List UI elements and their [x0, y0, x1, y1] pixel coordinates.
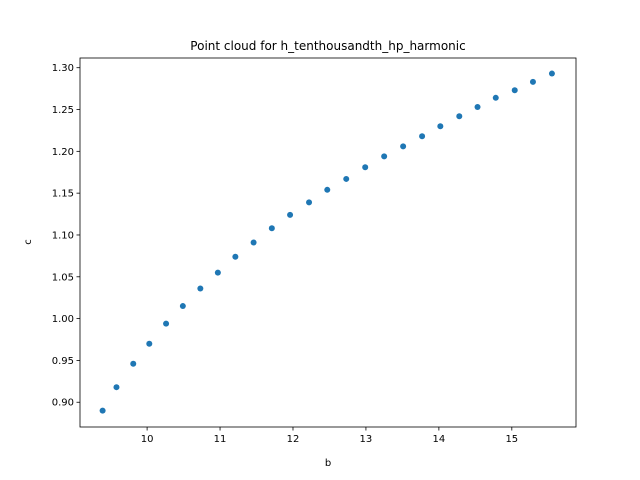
data-point-22: [474, 104, 481, 111]
chart-title: Point cloud for h_tenthousandth_hp_harmo…: [190, 39, 465, 53]
data-point-25: [529, 78, 536, 85]
data-point-24: [511, 87, 518, 94]
data-point-18: [400, 143, 407, 150]
x-tick-label-6: 15: [505, 434, 518, 445]
x-tick-label-2: 11: [214, 434, 227, 445]
y-axis-ticks: 0.90 0.95 1.00 1.05 1.10 1.15 1.20 1.25 1.30: [52, 63, 80, 409]
data-point-13: [306, 199, 313, 206]
y-tick-label-6: 1.15: [52, 189, 74, 200]
x-tick-label-4: 13: [360, 434, 373, 445]
data-point-3: [130, 360, 137, 367]
data-point-17: [381, 153, 388, 160]
data-point-21: [456, 113, 463, 120]
data-point-20: [437, 123, 444, 130]
y-tick-label-8: 1.25: [52, 105, 74, 116]
data-point-1: [99, 407, 106, 414]
data-point-2: [113, 384, 120, 391]
data-point-23: [492, 94, 499, 101]
y-tick-label-4: 1.05: [52, 272, 74, 283]
data-point-19: [419, 133, 426, 140]
data-point-14: [324, 186, 331, 193]
y-tick-label-1: 0.90: [52, 398, 74, 409]
x-axis-label: b: [325, 458, 331, 469]
y-tick-label-7: 1.20: [52, 147, 74, 158]
plot-area: [80, 58, 576, 427]
y-tick-label-3: 1.00: [52, 314, 74, 325]
y-tick-label-5: 1.10: [52, 230, 74, 241]
data-point-16: [362, 164, 369, 171]
x-tick-label-5: 14: [433, 434, 446, 445]
data-point-8: [214, 269, 221, 276]
data-point-5: [163, 320, 170, 327]
y-tick-label-9: 1.30: [52, 63, 74, 74]
data-point-11: [268, 225, 275, 232]
data-point-7: [197, 285, 204, 292]
data-point-4: [146, 340, 153, 347]
data-point-6: [179, 303, 186, 310]
data-point-10: [250, 239, 257, 246]
x-tick-label-1: 10: [141, 434, 154, 445]
data-point-9: [232, 253, 239, 260]
points-layer: [99, 70, 555, 414]
y-axis-label: c: [23, 239, 34, 245]
x-tick-label-3: 12: [287, 434, 300, 445]
data-point-12: [287, 211, 294, 218]
y-tick-label-2: 0.95: [52, 356, 74, 367]
x-axis-ticks: 10 11 12 13 14 15: [141, 427, 518, 445]
data-point-15: [343, 175, 350, 182]
data-point-26: [548, 70, 555, 77]
plot-frame: [79, 57, 577, 428]
